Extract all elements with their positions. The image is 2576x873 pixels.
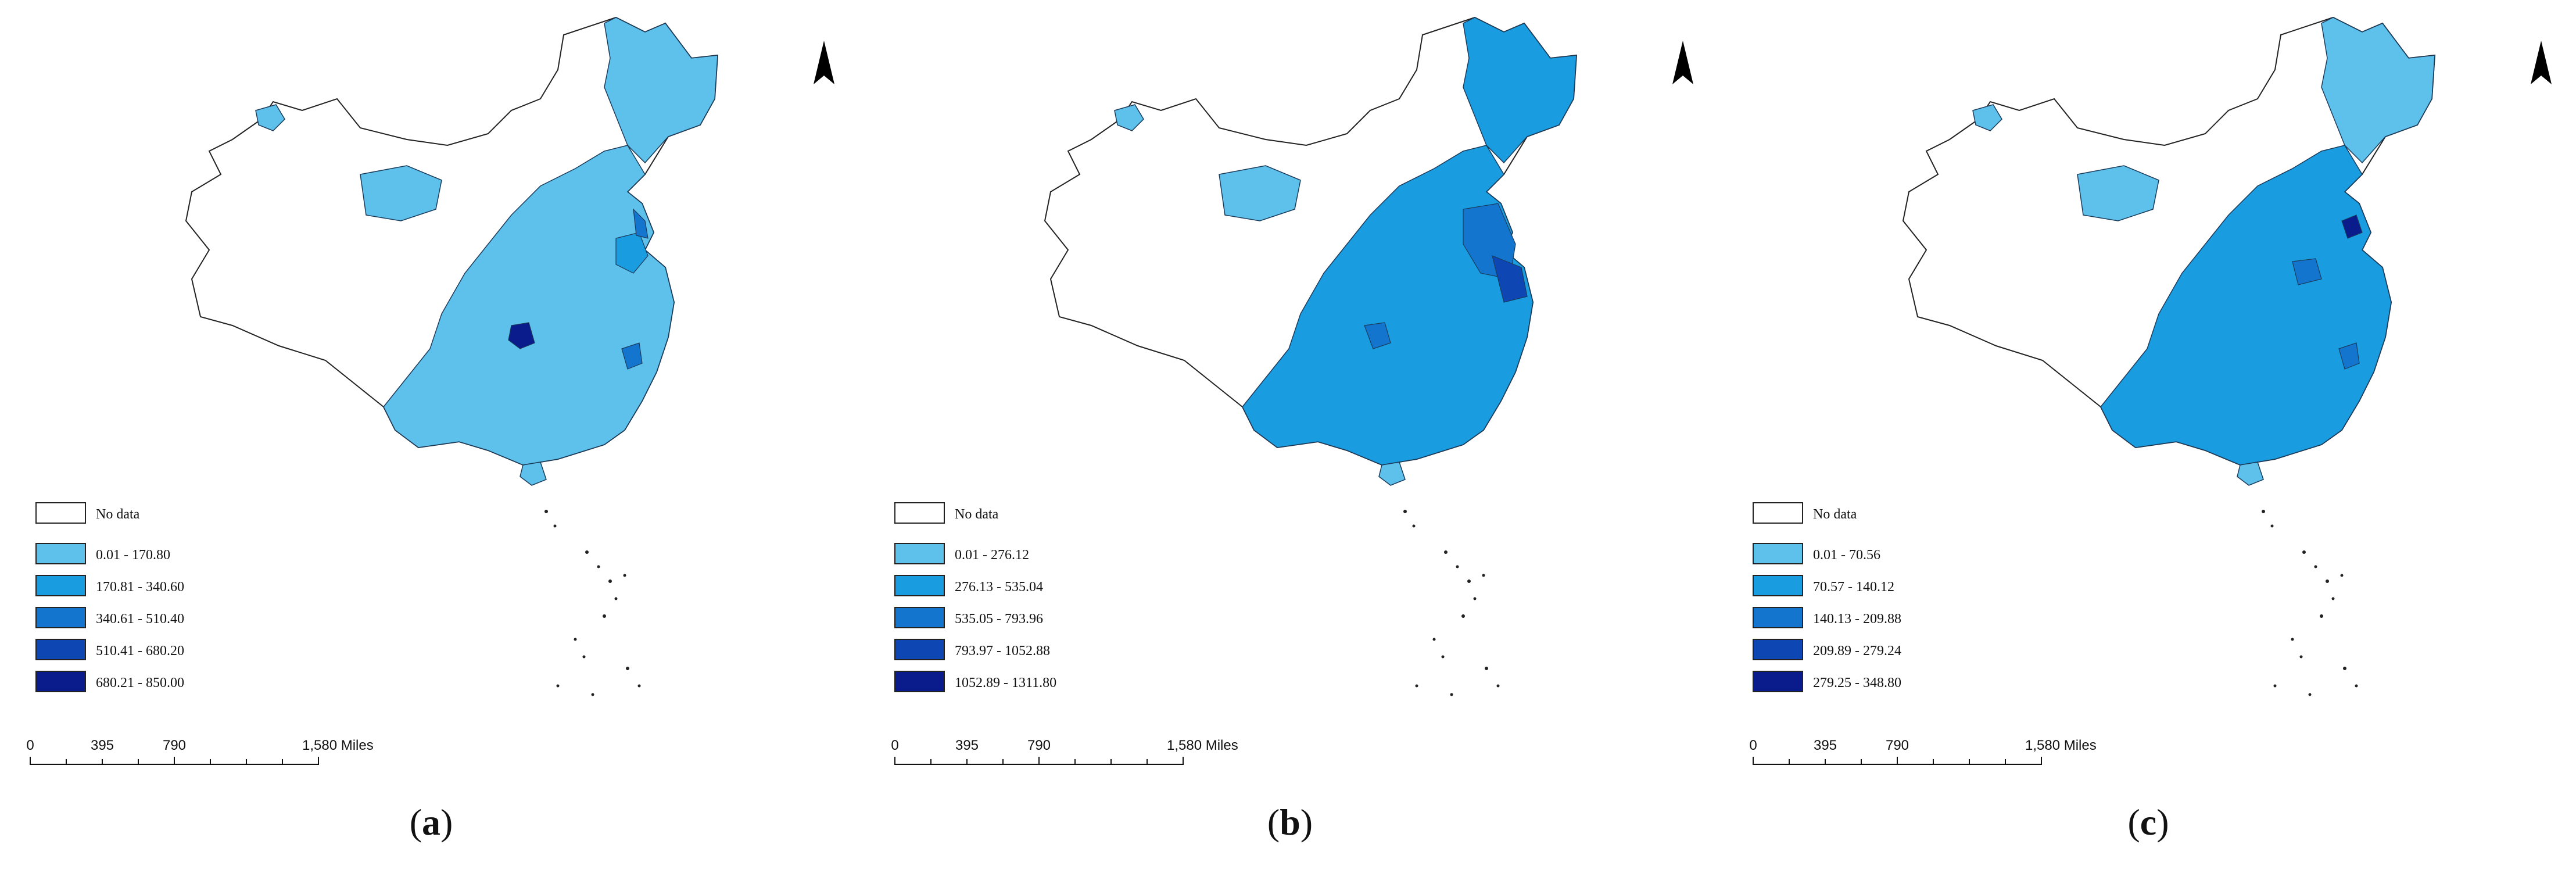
- data-region: [255, 104, 285, 131]
- legend-swatch-2: [1753, 575, 1803, 596]
- scale-label-1: 395: [955, 738, 979, 753]
- legend-label-2: 70.57 - 140.12: [1813, 579, 1894, 595]
- china-map-c: [1902, 16, 2436, 696]
- south-china-sea-islands: [1403, 510, 1500, 696]
- legend-label-2: 276.13 - 535.04: [955, 579, 1043, 595]
- data-region: [2341, 214, 2363, 239]
- scale-label-3: 1,580 Miles: [1167, 738, 1238, 753]
- data-region: [1114, 104, 1144, 131]
- scale-label-3: 1,580 Miles: [2025, 738, 2097, 753]
- legend-label-1: 0.01 - 70.56: [1813, 548, 1880, 563]
- legend-label-5: 1052.89 - 1311.80: [955, 675, 1056, 690]
- legend-swatch-3: [1753, 607, 1803, 628]
- data-region: [615, 232, 649, 274]
- scale-bar: 0 395 790 1,580 Miles: [1749, 738, 2097, 765]
- legend-swatch-4: [1753, 639, 1803, 660]
- legend-label-5: 279.25 - 348.80: [1813, 675, 1901, 690]
- legend-label-no-data: No data: [1813, 507, 1857, 522]
- china-map-a: [185, 16, 719, 696]
- legend-label-4: 209.89 - 279.24: [1813, 643, 1901, 659]
- data-region: [621, 342, 643, 370]
- legend-swatch-5: [894, 671, 945, 692]
- legend-label-5: 680.21 - 850.00: [96, 675, 184, 690]
- data-region: [360, 165, 442, 221]
- legend-label-3: 140.13 - 209.88: [1813, 611, 1901, 627]
- map-panel-c: No data 0.01 - 70.56 70.57 - 140.12 140.…: [1717, 0, 2576, 873]
- legend-label-4: 510.41 - 680.20: [96, 643, 184, 659]
- data-region: [2100, 145, 2392, 466]
- data-region: [604, 17, 718, 164]
- data-region: [1492, 255, 1528, 303]
- data-region: [2237, 461, 2264, 486]
- map-canvas-c: No data 0.01 - 70.56 70.57 - 140.12 140.…: [1749, 16, 2552, 765]
- scale-bar: 0 395 790 1,580 Miles: [26, 738, 374, 765]
- data-region: [633, 208, 649, 239]
- scale-label-0: 0: [26, 738, 34, 753]
- legend-label-no-data: No data: [955, 507, 999, 522]
- data-region: [520, 461, 547, 486]
- legend-swatch-1: [35, 543, 86, 564]
- scale-label-2: 790: [163, 738, 186, 753]
- data-region: [2338, 342, 2360, 370]
- data-region: [1463, 17, 1577, 164]
- legend-swatch-3: [894, 607, 945, 628]
- data-region: [2321, 17, 2435, 164]
- legend: No data 0.01 - 70.56 70.57 - 140.12 140.…: [1753, 502, 1901, 692]
- legend-swatch-5: [35, 671, 86, 692]
- legend-swatch-2: [894, 575, 945, 596]
- data-region: [383, 145, 675, 466]
- scale-label-2: 790: [1886, 738, 1909, 753]
- legend-label-1: 0.01 - 170.80: [96, 548, 170, 563]
- legend: No data 0.01 - 170.80 170.81 - 340.60 34…: [35, 502, 184, 692]
- legend-label-4: 793.97 - 1052.88: [955, 643, 1050, 659]
- north-arrow: [1672, 41, 1693, 84]
- legend-label-3: 340.61 - 510.40: [96, 611, 184, 627]
- panel-caption-b: (b): [1267, 802, 1313, 843]
- legend-swatch-1: [1753, 543, 1803, 564]
- legend-swatch-no-data: [894, 502, 945, 524]
- scale-label-1: 395: [1814, 738, 1837, 753]
- legend-label-no-data: No data: [96, 507, 140, 522]
- legend-label-2: 170.81 - 340.60: [96, 579, 184, 595]
- map-panel-b: No data 0.01 - 276.12 276.13 - 535.04 53…: [859, 0, 1718, 873]
- map-panel-a: No data 0.01 - 170.80 170.81 - 340.60 34…: [0, 0, 859, 873]
- panel-caption-a: (a): [409, 802, 453, 843]
- data-region: [1364, 322, 1391, 349]
- legend-swatch-5: [1753, 671, 1803, 692]
- legend: No data 0.01 - 276.12 276.13 - 535.04 53…: [894, 502, 1056, 692]
- scale-label-0: 0: [1749, 738, 1757, 753]
- data-region: [2077, 165, 2159, 221]
- panel-caption-c: (c): [2127, 802, 2169, 843]
- north-arrow: [814, 41, 834, 84]
- data-region: [2292, 258, 2322, 285]
- legend-swatch-3: [35, 607, 86, 628]
- legend-swatch-1: [894, 543, 945, 564]
- legend-swatch-2: [35, 575, 86, 596]
- map-canvas-a: No data 0.01 - 170.80 170.81 - 340.60 34…: [26, 16, 834, 765]
- china-map-b: [1044, 16, 1578, 696]
- data-region: [1378, 461, 1406, 486]
- legend-swatch-4: [35, 639, 86, 660]
- data-region: [508, 322, 535, 349]
- south-china-sea-islands: [544, 510, 641, 696]
- scale-label-1: 395: [91, 738, 114, 753]
- legend-label-1: 0.01 - 276.12: [955, 548, 1029, 563]
- scale-bar: 0 395 790 1,580 Miles: [891, 738, 1238, 765]
- legend-swatch-4: [894, 639, 945, 660]
- data-region: [1972, 104, 2002, 131]
- data-region: [1219, 165, 1301, 221]
- scale-label-3: 1,580 Miles: [302, 738, 374, 753]
- map-canvas-b: No data 0.01 - 276.12 276.13 - 535.04 53…: [891, 16, 1693, 765]
- legend-swatch-no-data: [35, 502, 86, 524]
- south-china-sea-islands: [2262, 510, 2358, 696]
- scale-label-2: 790: [1027, 738, 1051, 753]
- north-arrow: [2531, 41, 2552, 84]
- scale-label-0: 0: [891, 738, 898, 753]
- data-region: [1242, 145, 1534, 466]
- legend-label-3: 535.05 - 793.96: [955, 611, 1043, 627]
- legend-swatch-no-data: [1753, 502, 1803, 524]
